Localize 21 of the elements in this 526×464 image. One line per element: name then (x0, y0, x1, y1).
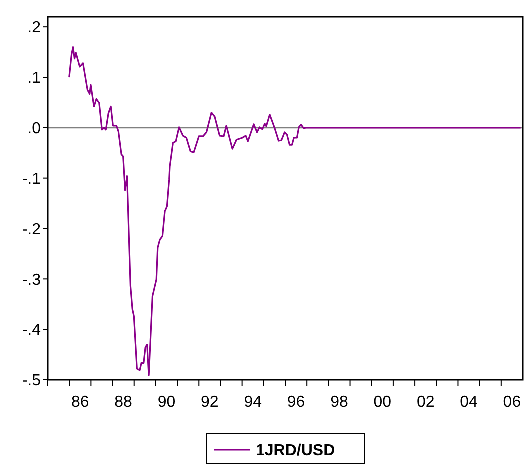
x-tick-label: 06 (503, 394, 522, 411)
x-tick-label: 00 (374, 394, 392, 411)
y-tick-label: -.5 (22, 372, 42, 390)
y-tick-label: -.2 (22, 221, 42, 238)
y-tick-label: .2 (28, 20, 42, 37)
line-series (68, 46, 522, 376)
x-tick-label: 94 (244, 394, 262, 411)
y-tick-label: -.4 (22, 322, 42, 340)
y-tick-label: .1 (28, 70, 42, 88)
x-tick-label: 96 (287, 394, 306, 411)
legend-label: 1JRD/USD (256, 442, 336, 460)
x-tick-label: 92 (201, 394, 219, 411)
x-tick-label: 86 (71, 394, 90, 411)
x-tick-label: 88 (114, 394, 133, 411)
y-tick-label: -.1 (22, 170, 42, 188)
x-tick-label: 90 (158, 394, 176, 411)
y-tick-label: -.3 (22, 272, 42, 289)
y-tick-label: .0 (28, 120, 42, 138)
x-tick-label: 02 (416, 394, 435, 411)
x-tick-label: 98 (330, 394, 348, 411)
x-tick-label: 04 (460, 394, 478, 411)
